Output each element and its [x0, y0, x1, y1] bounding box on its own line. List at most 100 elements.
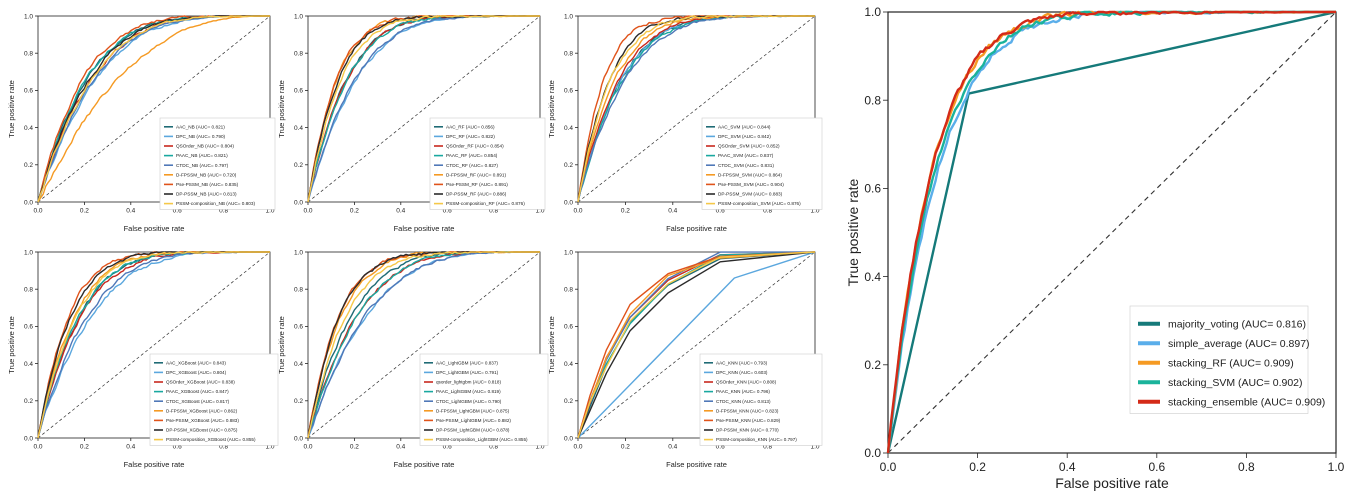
legend-label: DP-PSSM_LightGBM (AUC= 0.878) — [436, 428, 510, 433]
x-tick-label: 0.8 — [489, 444, 498, 451]
y-tick-label: 1.0 — [564, 13, 573, 20]
x-axis-title: False positive rate — [124, 224, 185, 233]
roc-curve-9 — [37, 251, 270, 439]
y-tick-label: 0.0 — [294, 435, 303, 442]
legend-label: majority_voting (AUC= 0.816) — [1168, 318, 1306, 330]
x-tick-label: 0.2 — [80, 208, 89, 215]
y-tick-label: 0.8 — [24, 50, 33, 57]
legend-label: DPC_NB (AUC= 0.790) — [176, 134, 226, 139]
y-tick-label: 0.4 — [294, 125, 303, 132]
legend-label: PAAC_KNN (AUC= 0.796) — [716, 389, 770, 394]
roc-curve-5 — [886, 10, 1336, 454]
roc-panel-lgbm: 0.0 0.2 0.4 0.6 0.8 1.0 0.0 0.2 0.4 0.6 0.8 1.0 Fals… — [270, 236, 555, 476]
legend-label: PAAC_RF (AUC= 0.854) — [446, 153, 498, 158]
y-tick-label: 0.8 — [24, 286, 33, 293]
x-tick-label: 0.4 — [126, 444, 135, 451]
legend-label: D-FPSSM_NB (AUC= 0.720) — [176, 172, 237, 177]
roc-chart-nb: 0.0 0.2 0.4 0.6 0.8 1.0 0.0 0.2 0.4 0.6 0.8 1.0 Fals… — [7, 13, 276, 233]
legend-label: DP-PSSM_NB (AUC= 0.813) — [176, 192, 237, 197]
x-tick-label: 0.6 — [716, 444, 725, 451]
x-axis-title: False positive rate — [1055, 475, 1169, 491]
roc-chart-lgbm: 0.0 0.2 0.4 0.6 0.8 1.0 0.0 0.2 0.4 0.6 0.8 1.0 Fals… — [277, 249, 549, 469]
legend-label: PSSM-composition_LightGBM (AUC= 0.855) — [436, 437, 528, 442]
x-axis-title: False positive rate — [394, 224, 455, 233]
legend-label: D-FPSSM_RF (AUC= 0.891) — [446, 172, 506, 177]
y-tick-label: 0.6 — [564, 88, 573, 95]
legend-label: QSOrder_NB (AUC= 0.804) — [176, 144, 234, 149]
roc-chart-xgb: 0.0 0.2 0.4 0.6 0.8 1.0 0.0 0.2 0.4 0.6 0.8 1.0 Fals… — [7, 249, 279, 469]
y-tick-label: 0.0 — [24, 435, 33, 442]
roc-panel-svm: 0.0 0.2 0.4 0.6 0.8 1.0 0.0 0.2 0.4 0.6 0.8 1.0 Fals… — [540, 0, 830, 240]
y-tick-label: 0.6 — [24, 88, 33, 95]
legend-label: QSOrder_RF (AUC= 0.854) — [446, 144, 504, 149]
roc-curve-2 — [577, 251, 816, 439]
roc-curve-9 — [577, 251, 816, 439]
legend-label: PSSM-composition_KNN (AUC= 0.797) — [716, 437, 797, 442]
y-tick-label: 0.0 — [564, 435, 573, 442]
y-tick-label: 0.8 — [294, 286, 303, 293]
y-tick-label: 0.6 — [564, 324, 573, 331]
legend-label: AAC_RF (AUC= 0.856) — [446, 124, 495, 129]
chance-diagonal-line — [307, 251, 541, 439]
legend-box — [159, 117, 276, 210]
y-tick-label: 0.2 — [864, 358, 881, 372]
x-axis-title: False positive rate — [124, 460, 185, 469]
y-tick-label: 1.0 — [24, 249, 33, 256]
x-axis-title: False positive rate — [666, 224, 727, 233]
x-tick-label: 0.0 — [303, 208, 312, 215]
x-tick-label: 0.4 — [396, 444, 405, 451]
y-tick-label: 0.4 — [24, 361, 33, 368]
x-tick-label: 0.0 — [573, 444, 582, 451]
y-tick-label: 0.2 — [564, 162, 573, 169]
legend-label: PSSM-composition_NB (AUC= 0.803) — [176, 201, 256, 206]
roc-chart-rf: 0.0 0.2 0.4 0.6 0.8 1.0 0.0 0.2 0.4 0.6 0.8 1.0 Fals… — [277, 13, 546, 233]
y-tick-label: 0.4 — [564, 361, 573, 368]
x-tick-label: 0.2 — [621, 208, 630, 215]
legend-label: CTDC_LightGBM (AUC= 0.790) — [436, 399, 502, 404]
legend-label: DPC_SVM (AUC= 0.842) — [718, 134, 771, 139]
legend-label: stacking_ensemble (AUC= 0.909) — [1168, 396, 1325, 408]
y-tick-label: 0.2 — [294, 162, 303, 169]
legend-label: AAC_NB (AUC= 0.821) — [176, 124, 225, 129]
legend-label: Pse-PSSM_LightGBM (AUC= 0.882) — [436, 418, 511, 423]
legend-label: AAC_KNN (AUC= 0.793) — [716, 360, 768, 365]
legend-label: D-FPSSM_LightGBM (AUC= 0.875) — [436, 408, 510, 413]
legend-label: DPC_LightGBM (AUC= 0.791) — [436, 370, 499, 375]
legend-label: PSSM-composition_XGBoost (AUC= 0.855) — [166, 437, 256, 442]
y-tick-label: 1.0 — [24, 13, 33, 20]
y-tick-label: 0.2 — [564, 398, 573, 405]
roc-panel-xgb: 0.0 0.2 0.4 0.6 0.8 1.0 0.0 0.2 0.4 0.6 0.8 1.0 Fals… — [0, 236, 285, 476]
x-tick-label: 0.4 — [1059, 460, 1076, 474]
x-tick-label: 0.0 — [880, 460, 897, 474]
legend-label: DP-PSSM_XGBoost (AUC= 0.875) — [166, 428, 238, 433]
x-tick-label: 0.6 — [443, 208, 452, 215]
y-tick-label: 1.0 — [864, 5, 881, 19]
roc-panel-nb: 0.0 0.2 0.4 0.6 0.8 1.0 0.0 0.2 0.4 0.6 0.8 1.0 Fals… — [0, 0, 285, 240]
y-tick-label: 0.0 — [564, 199, 573, 206]
chance-diagonal-line — [577, 15, 816, 203]
legend-label: CTDC_XGBoost (AUC= 0.817) — [166, 399, 230, 404]
chance-diagonal-line — [307, 15, 541, 203]
legend-label: stacking_RF (AUC= 0.909) — [1168, 357, 1294, 369]
x-tick-label: 0.4 — [396, 208, 405, 215]
legend-label: D-FPSSM_SVM (AUC= 0.864) — [718, 172, 782, 177]
x-tick-label: 0.2 — [80, 444, 89, 451]
y-axis-title: True positive rate — [845, 178, 861, 286]
chance-diagonal-line — [37, 251, 271, 439]
x-tick-label: 0.2 — [350, 444, 359, 451]
x-tick-label: 0.6 — [716, 208, 725, 215]
y-tick-label: 0.6 — [294, 88, 303, 95]
y-tick-label: 0.4 — [294, 361, 303, 368]
x-tick-label: 0.8 — [219, 444, 228, 451]
roc-chart-ensemble: 0.0 0.2 0.4 0.6 0.8 1.0 0.0 0.2 0.4 0.6 0.8 1.0 Fals… — [845, 5, 1345, 491]
x-tick-label: 0.8 — [763, 208, 772, 215]
y-tick-label: 0.8 — [294, 50, 303, 57]
roc-panel-ensemble: 0.0 0.2 0.4 0.6 0.8 1.0 0.0 0.2 0.4 0.6 0.8 1.0 Fals… — [830, 0, 1353, 500]
legend-label: AAC_SVM (AUC= 0.844) — [718, 124, 771, 129]
legend-label: PSSM-composition_RF (AUC= 0.876) — [446, 201, 525, 206]
legend-label: stacking_SVM (AUC= 0.902) — [1168, 377, 1303, 389]
legend-label: DP-PSSM_RF (AUC= 0.886) — [446, 192, 507, 197]
legend-label: simple_average (AUC= 0.897) — [1168, 338, 1310, 350]
legend-label: PAAC_NB (AUC= 0.821) — [176, 153, 228, 158]
legend-label: AAC_LightGBM (AUC= 0.837) — [436, 360, 498, 365]
